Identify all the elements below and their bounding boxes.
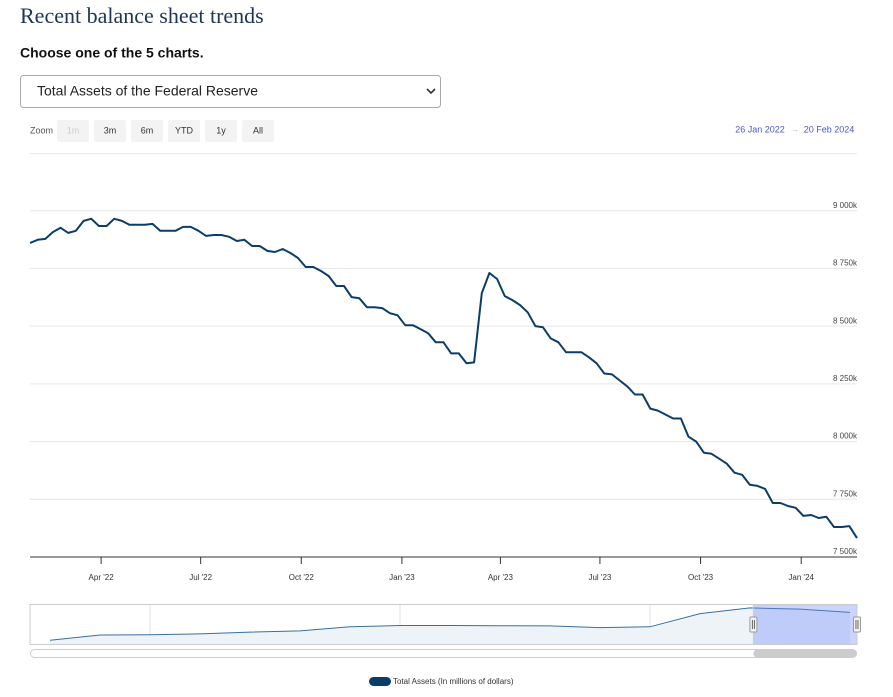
y-tick-label: 8 750k [833,259,858,268]
zoom-button[interactable] [168,120,200,142]
zoom-button-label[interactable]: 3m [104,125,117,135]
y-tick-label: 7 750k [833,489,858,498]
range-arrow: → [792,127,799,134]
x-tick-label: Jan '23 [389,573,415,582]
y-tick-label: 8 250k [833,374,858,383]
x-tick-label: Jul '22 [189,573,212,582]
scrollbar-thumb[interactable] [753,649,857,658]
y-tick-label: 8 000k [833,432,858,441]
scrollbar-track[interactable] [30,649,857,658]
y-tick-label: 8 500k [833,316,858,325]
chart-select[interactable]: Total Assets of the Federal Reserve [20,75,441,108]
navigator-handle[interactable] [852,616,861,633]
x-tick-label: Jan '24 [788,573,814,582]
zoom-button[interactable] [242,120,274,142]
zoom-button-label[interactable]: 6m [141,125,154,135]
navigator-line [49,607,851,641]
select-chevron[interactable] [426,88,436,95]
y-tick-label: 9 000k [833,201,858,210]
plot-top-border [30,153,857,154]
range-to[interactable]: 20 Feb 2024 [804,124,855,134]
zoom-button-label[interactable]: 1y [216,125,226,135]
zoom-button[interactable] [131,120,163,142]
zoom-button-label[interactable]: All [253,125,263,135]
line-series [29,217,858,539]
zoom-button[interactable] [57,120,89,142]
legend-label[interactable]: Total Assets (In millions of dollars) [393,677,514,686]
x-tick-label: Jul '23 [588,573,611,582]
page-title: Recent balance sheet trends [20,3,264,28]
zoom-button-label[interactable]: YTD [175,125,194,135]
x-tick-label: Oct '23 [688,573,714,582]
y-tick-label: 7 500k [833,547,858,556]
zoom-button[interactable] [94,120,126,142]
x-tick-label: Apr '23 [488,573,514,582]
zoom-label: Zoom [30,125,53,135]
zoom-button-label[interactable]: 1m [67,125,80,135]
prompt: Choose one of the 5 charts. [20,45,204,61]
range-from[interactable]: 26 Jan 2022 [735,124,785,134]
navigator-window[interactable] [752,604,858,645]
x-tick-label: Oct '22 [289,573,315,582]
x-tick-label: Apr '22 [89,573,115,582]
navigator-handle[interactable] [749,616,758,633]
select-value[interactable]: Total Assets of the Federal Reserve [37,83,258,99]
zoom-button[interactable] [205,120,237,142]
select-box[interactable] [20,75,441,108]
legend-symbol[interactable] [369,677,391,686]
